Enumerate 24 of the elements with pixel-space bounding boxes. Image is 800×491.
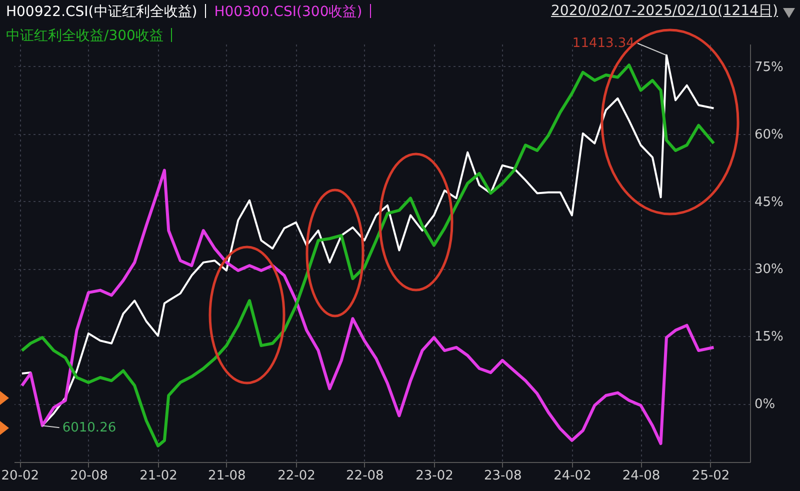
- y-tick-label: 75%: [754, 60, 784, 75]
- x-tick-label: 25-02: [692, 468, 730, 484]
- y-tick-label: 30%: [754, 262, 784, 278]
- annotation: 11413.34: [572, 36, 634, 52]
- x-tick-label: 23-08: [484, 468, 522, 484]
- x-tick-label: 24-02: [554, 468, 592, 484]
- chart-title: 2020/02/07-2025/02/10(1214日): [551, 2, 778, 20]
- legend-label: H00922.CSI(中证红利全收益): [6, 4, 198, 20]
- annotation: 6010.26: [62, 420, 116, 436]
- y-tick-label: 45%: [754, 194, 784, 210]
- y-tick-label: 60%: [754, 127, 784, 142]
- line-series: [20, 168, 716, 446]
- x-tick-label: 21-08: [208, 468, 246, 484]
- x-tick-label: 22-08: [346, 468, 384, 484]
- legend-label: H00300.CSI(300收益): [214, 4, 362, 20]
- x-tick-label: 23-02: [416, 468, 454, 484]
- y-tick-label: 0%: [754, 397, 776, 412]
- x-tick-label: 22-02: [278, 468, 316, 484]
- legend-label: 中证红利全收益/300收益: [6, 28, 164, 44]
- x-tick-label: 21-02: [140, 468, 178, 484]
- x-tick-label: 20-02: [1, 468, 40, 484]
- x-tick-label: 20-08: [70, 468, 108, 484]
- x-tick-label: 24-08: [622, 468, 660, 484]
- y-tick-label: 15%: [754, 330, 784, 345]
